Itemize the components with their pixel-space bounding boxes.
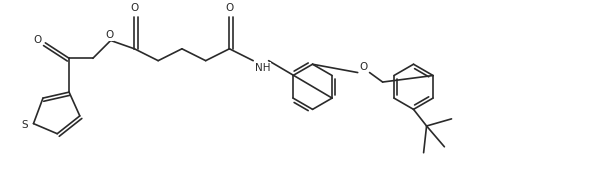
Text: O: O — [225, 3, 234, 13]
Text: O: O — [105, 30, 114, 40]
Text: S: S — [22, 120, 29, 130]
Text: NH: NH — [255, 63, 270, 73]
Text: O: O — [33, 35, 41, 45]
Text: O: O — [131, 3, 138, 13]
Text: O: O — [359, 62, 368, 72]
